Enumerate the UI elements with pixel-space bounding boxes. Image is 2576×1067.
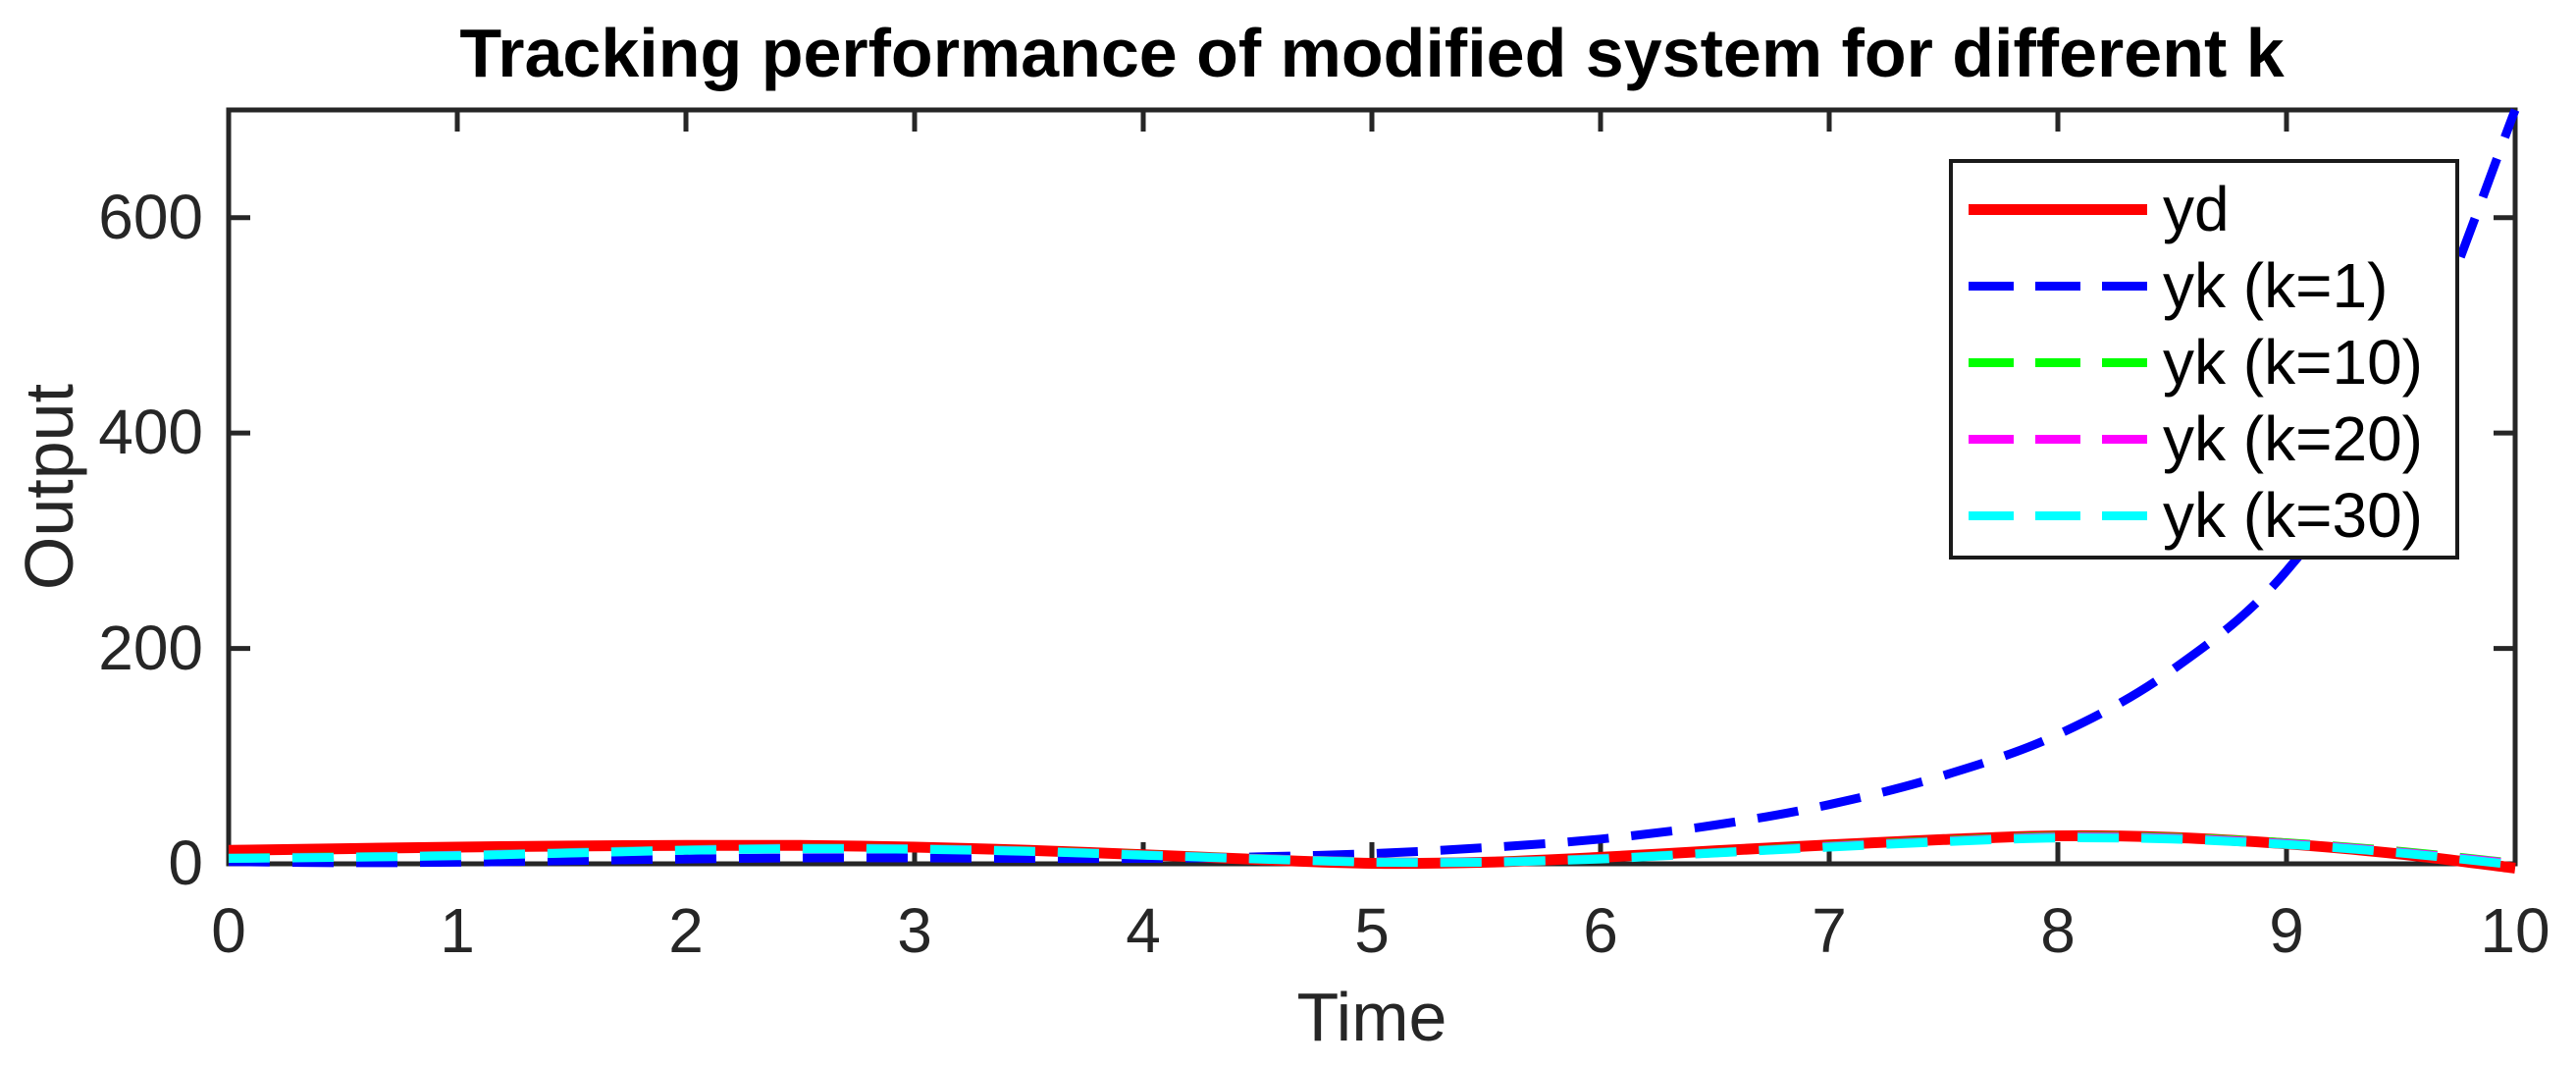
legend-dash (2102, 434, 2147, 444)
legend-dash (2102, 510, 2147, 520)
y-tick-label-0: 0 (168, 827, 203, 898)
legend-label: yk (k=10) (2163, 327, 2423, 398)
x-tick-label-7: 7 (1812, 895, 1847, 966)
x-tick-label-4: 4 (1126, 895, 1161, 966)
legend-row-4: yk (k=20) (1969, 400, 2455, 477)
legend-label: yk (k=30) (2163, 480, 2423, 551)
legend-dash (2035, 510, 2080, 520)
legend-row-1: yd (1969, 171, 2455, 247)
legend-dash (1969, 281, 2014, 291)
x-tick-label-9: 9 (2269, 895, 2304, 966)
legend-dash (2035, 281, 2080, 291)
chart-title: Tracking performance of modified system … (459, 15, 2285, 91)
x-tick-label-10: 10 (2480, 895, 2550, 966)
legend: yd yk (k=1) yk (k=10) yk (k=20) yk (k=30) (1949, 159, 2459, 560)
x-tick-label-1: 1 (440, 895, 475, 966)
legend-label: yk (k=1) (2163, 250, 2389, 321)
legend-label: yd (2163, 174, 2230, 244)
x-tick-label-5: 5 (1354, 895, 1390, 966)
x-axis-label: Time (1296, 979, 1447, 1055)
legend-dash (2035, 357, 2080, 367)
legend-label: yk (k=20) (2163, 403, 2423, 474)
x-tick-label-3: 3 (897, 895, 932, 966)
legend-dash (2035, 434, 2080, 444)
x-tick-label-0: 0 (211, 895, 246, 966)
y-tick-label-400: 400 (98, 397, 203, 468)
legend-dash (1969, 510, 2014, 520)
legend-dash (2102, 281, 2147, 291)
legend-dash (1969, 434, 2014, 444)
y-tick-label-200: 200 (98, 612, 203, 683)
legend-line-sample (1969, 203, 2147, 215)
series-path-yk-k-1- (228, 108, 2520, 868)
legend-line-sample (1969, 434, 2147, 444)
legend-row-2: yk (k=1) (1969, 247, 2455, 324)
legend-line-sample (1969, 357, 2147, 367)
legend-solid-line (1969, 203, 2147, 215)
legend-dash (1969, 357, 2014, 367)
x-tick-label-8: 8 (2040, 895, 2076, 966)
legend-row-3: yk (k=10) (1969, 324, 2455, 400)
x-tick-label-6: 6 (1583, 895, 1618, 966)
y-tick-label-600: 600 (98, 181, 203, 252)
x-tick-label-2: 2 (668, 895, 704, 966)
legend-line-sample (1969, 510, 2147, 520)
series-path-yd (228, 829, 2516, 874)
legend-dash (2102, 357, 2147, 367)
legend-row-5: yk (k=30) (1969, 477, 2455, 554)
legend-line-sample (1969, 281, 2147, 291)
